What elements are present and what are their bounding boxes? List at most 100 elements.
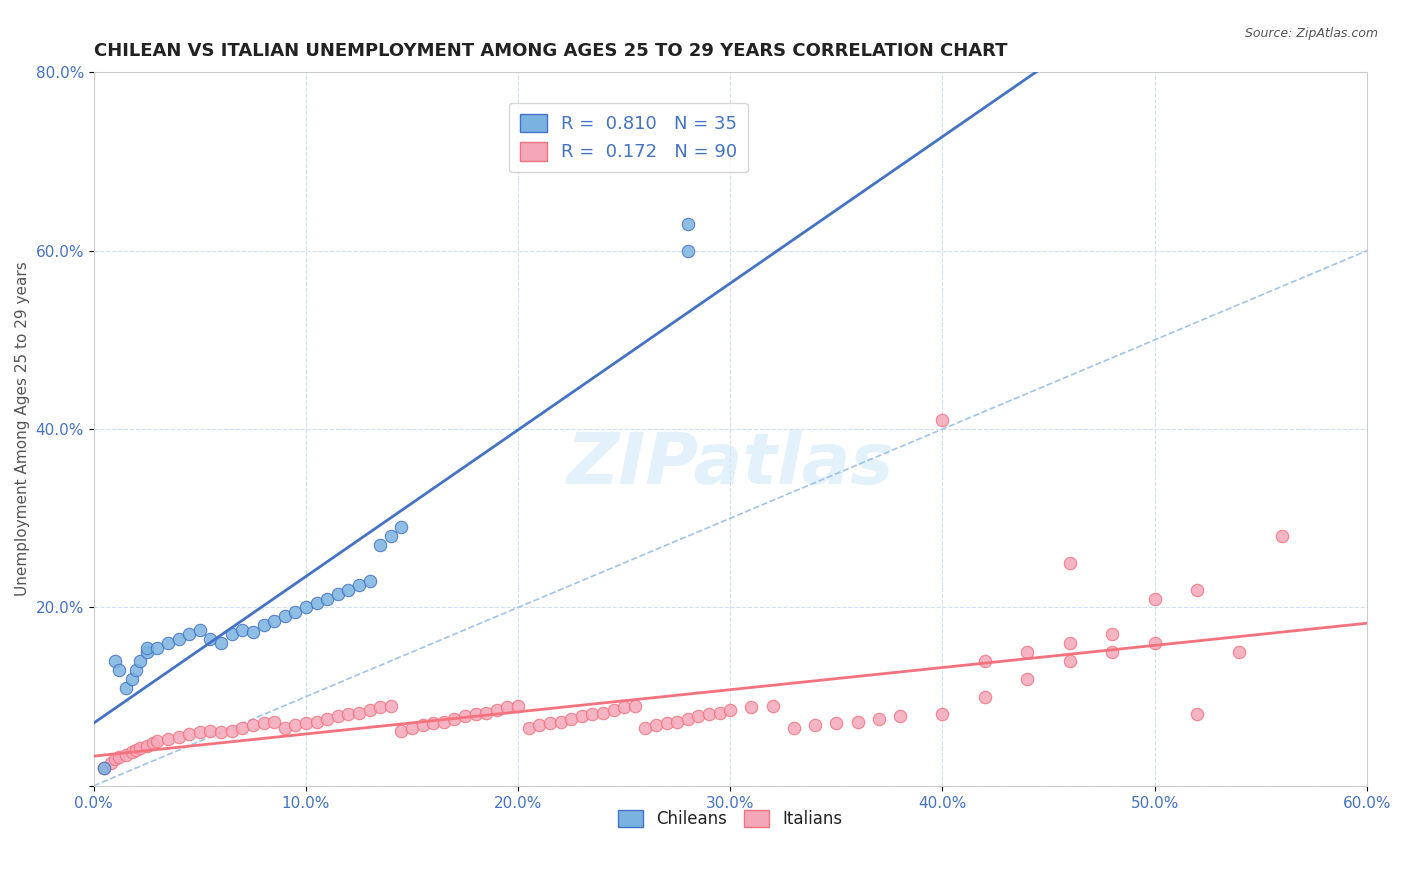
Point — [1059, 636, 1081, 650]
Point — [1271, 529, 1294, 543]
Point — [347, 578, 370, 592]
Point — [538, 716, 561, 731]
Point — [125, 743, 148, 757]
Point — [200, 723, 222, 738]
Point — [889, 709, 911, 723]
Point — [1143, 636, 1166, 650]
Point — [100, 756, 122, 771]
Point — [157, 636, 180, 650]
Point — [157, 732, 180, 747]
Point — [316, 712, 339, 726]
Point — [188, 623, 211, 637]
Point — [167, 730, 190, 744]
Point — [129, 741, 152, 756]
Point — [709, 706, 731, 720]
Point — [1143, 591, 1166, 606]
Point — [485, 703, 508, 717]
Point — [676, 244, 699, 258]
Point — [1017, 645, 1039, 659]
Point — [389, 520, 412, 534]
Point — [443, 712, 465, 726]
Point — [623, 698, 645, 713]
Point — [121, 745, 143, 759]
Point — [146, 640, 169, 655]
Point — [295, 716, 318, 731]
Point — [274, 721, 297, 735]
Point — [740, 700, 762, 714]
Point — [645, 718, 668, 732]
Point — [506, 698, 529, 713]
Point — [93, 761, 115, 775]
Point — [380, 529, 402, 543]
Point — [688, 709, 710, 723]
Point — [188, 725, 211, 739]
Point — [108, 663, 131, 677]
Point — [209, 636, 232, 650]
Point — [93, 761, 115, 775]
Point — [305, 714, 328, 729]
Point — [422, 716, 444, 731]
Point — [1185, 707, 1208, 722]
Point — [529, 718, 551, 732]
Point — [252, 716, 274, 731]
Point — [316, 591, 339, 606]
Point — [221, 627, 243, 641]
Point — [581, 707, 603, 722]
Point — [135, 640, 157, 655]
Point — [846, 714, 869, 729]
Point — [931, 707, 953, 722]
Point — [209, 725, 232, 739]
Point — [560, 712, 582, 726]
Point — [263, 614, 285, 628]
Point — [1185, 582, 1208, 597]
Point — [602, 703, 624, 717]
Point — [337, 707, 360, 722]
Point — [697, 707, 720, 722]
Point — [146, 734, 169, 748]
Point — [401, 721, 423, 735]
Point — [1017, 672, 1039, 686]
Point — [359, 703, 381, 717]
Point — [1059, 654, 1081, 668]
Point — [1059, 556, 1081, 570]
Point — [496, 700, 519, 714]
Point — [347, 706, 370, 720]
Text: ZIPatlas: ZIPatlas — [567, 430, 894, 500]
Y-axis label: Unemployment Among Ages 25 to 29 years: Unemployment Among Ages 25 to 29 years — [15, 261, 30, 597]
Point — [295, 600, 318, 615]
Point — [129, 654, 152, 668]
Point — [326, 587, 349, 601]
Point — [676, 217, 699, 231]
Point — [135, 739, 157, 753]
Point — [326, 709, 349, 723]
Point — [242, 625, 264, 640]
Point — [550, 714, 572, 729]
Point — [359, 574, 381, 588]
Point — [114, 681, 136, 695]
Point — [1101, 627, 1123, 641]
Point — [231, 721, 253, 735]
Point — [762, 698, 785, 713]
Point — [634, 721, 657, 735]
Point — [108, 750, 131, 764]
Point — [252, 618, 274, 632]
Point — [263, 714, 285, 729]
Point — [167, 632, 190, 646]
Point — [464, 707, 486, 722]
Point — [337, 582, 360, 597]
Point — [718, 703, 741, 717]
Text: CHILEAN VS ITALIAN UNEMPLOYMENT AMONG AGES 25 TO 29 YEARS CORRELATION CHART: CHILEAN VS ITALIAN UNEMPLOYMENT AMONG AG… — [94, 42, 1007, 60]
Point — [571, 709, 593, 723]
Point — [142, 736, 165, 750]
Point — [104, 654, 127, 668]
Point — [825, 716, 848, 731]
Point — [179, 627, 201, 641]
Text: Source: ZipAtlas.com: Source: ZipAtlas.com — [1244, 27, 1378, 40]
Point — [1229, 645, 1251, 659]
Point — [380, 698, 402, 713]
Point — [221, 723, 243, 738]
Point — [121, 672, 143, 686]
Point — [274, 609, 297, 624]
Point — [973, 690, 995, 704]
Point — [676, 712, 699, 726]
